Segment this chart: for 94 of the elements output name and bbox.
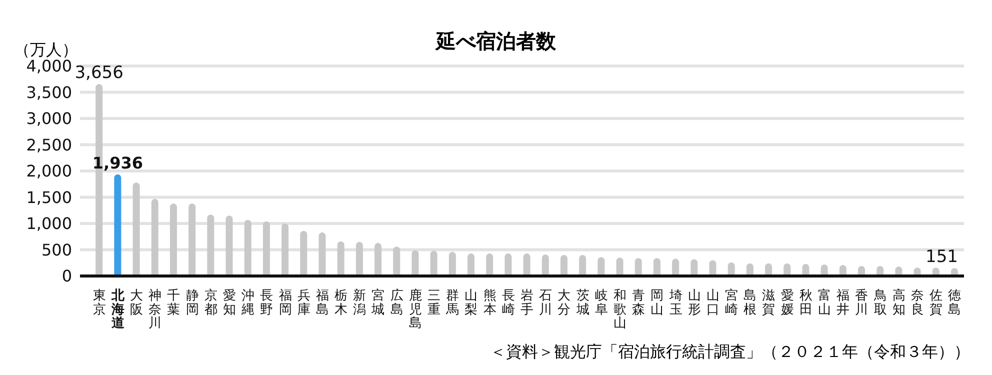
bar <box>132 182 140 276</box>
x-tick-label: 山口 <box>706 288 720 318</box>
x-tick-label: 岡山 <box>650 288 664 318</box>
data-label: 3,656 <box>74 63 124 84</box>
x-tick-label: 鹿児島 <box>408 288 422 331</box>
bar <box>616 258 624 276</box>
bar <box>634 258 642 276</box>
bar <box>504 253 512 276</box>
x-tick-label: 山形 <box>688 288 701 318</box>
y-tick-label: 500 <box>41 240 72 260</box>
x-tick-label: 山梨 <box>464 288 478 318</box>
bar <box>653 258 660 276</box>
x-tick-label: 秋田 <box>799 288 812 318</box>
y-tick-label: 2,000 <box>26 162 72 181</box>
x-tick-label: 佐賀 <box>930 288 943 318</box>
x-tick-label: 大阪 <box>130 288 143 318</box>
x-tick-label: 熊本 <box>483 288 496 318</box>
x-tick-label: 広島 <box>390 288 404 318</box>
chart-title: 延べ宿泊者数 <box>436 29 556 53</box>
x-tick-label: 長崎 <box>502 288 515 318</box>
x-tick-label: 青森 <box>632 288 646 318</box>
x-tick-label: 栃木 <box>334 288 348 318</box>
x-tick-label: 愛知 <box>222 288 236 318</box>
x-tick-label: 石川 <box>539 288 552 318</box>
x-tick-label: 群馬 <box>445 288 460 318</box>
x-tick-label: 福岡 <box>278 288 292 318</box>
x-tick-label: 鳥取 <box>872 288 887 318</box>
x-tick-label: 埼玉 <box>668 288 682 318</box>
bar <box>374 242 382 276</box>
bar <box>170 204 177 276</box>
y-tick-label: 3,500 <box>26 82 72 102</box>
bar <box>300 230 308 276</box>
bar <box>598 257 605 276</box>
bar <box>523 253 530 276</box>
y-tick-label: 2,500 <box>26 135 72 154</box>
y-tick-label: 3,000 <box>26 109 72 128</box>
x-tick-label: 北海道 <box>110 288 126 331</box>
bar <box>542 254 549 276</box>
bar <box>356 242 363 276</box>
x-tick-label: 福島 <box>316 288 329 318</box>
bar <box>114 174 122 276</box>
data-label: 151 <box>926 247 958 268</box>
y-tick-label: 4,000 <box>26 56 72 76</box>
x-tick-label: 茨城 <box>575 288 590 318</box>
y-axis-title: （万人） <box>14 40 78 60</box>
data-label: 1,936 <box>92 153 143 172</box>
x-tick-label: 福井 <box>836 288 850 318</box>
x-tick-label: 千葉 <box>167 288 180 318</box>
bar <box>448 252 456 276</box>
x-tick-label: 東京 <box>92 288 106 318</box>
bar <box>393 246 400 276</box>
x-tick-label: 静岡 <box>186 288 199 318</box>
bar <box>672 258 680 276</box>
text: ＜資料＞観光庁「宿泊旅行統計調査」（２０２１年（令和３年）） <box>490 342 970 363</box>
x-tick-label: 滋賀 <box>762 288 776 318</box>
bar <box>579 255 586 276</box>
x-tick-label: 兵庫 <box>297 288 310 318</box>
x-tick-label: 和歌山 <box>613 288 626 331</box>
x-tick-label: 愛媛 <box>780 288 794 318</box>
x-tick-label: 岐阜 <box>594 288 608 318</box>
x-tick-label: 奈良 <box>911 288 924 318</box>
y-tick-label: 1,500 <box>26 188 72 207</box>
x-tick-label: 高知 <box>892 288 906 318</box>
bar <box>486 253 494 276</box>
bar <box>560 255 568 276</box>
bar <box>262 221 270 276</box>
bar <box>207 214 214 276</box>
x-tick-label: 香川 <box>855 288 868 318</box>
bar <box>467 253 474 276</box>
y-tick-label: 0 <box>62 266 72 286</box>
bar <box>188 204 196 276</box>
bar <box>337 241 344 276</box>
x-tick-label: 三重 <box>428 288 441 318</box>
bar <box>690 259 698 276</box>
x-tick-label: 徳島 <box>948 288 962 318</box>
bar <box>430 250 438 276</box>
x-tick-label: 大分 <box>558 288 571 318</box>
y-tick-label: 1,000 <box>26 214 72 234</box>
x-tick-label: 沖縄 <box>240 288 255 318</box>
x-tick-label: 神奈川 <box>148 288 162 331</box>
x-tick-label: 富山 <box>818 288 832 318</box>
x-tick-label: 長野 <box>260 288 274 318</box>
bar <box>282 224 289 276</box>
x-tick-label: 新潟 <box>353 288 366 318</box>
bar <box>412 250 419 276</box>
x-tick-label: 岩手 <box>520 288 534 318</box>
x-tick-label: 京都 <box>204 288 218 318</box>
bar <box>318 232 326 276</box>
bar <box>151 198 158 276</box>
bar <box>244 220 252 276</box>
bar <box>226 216 233 276</box>
x-tick-label: 島根 <box>744 288 757 318</box>
x-tick-label: 宮崎 <box>725 288 738 318</box>
x-tick-label: 宮城 <box>370 288 385 318</box>
